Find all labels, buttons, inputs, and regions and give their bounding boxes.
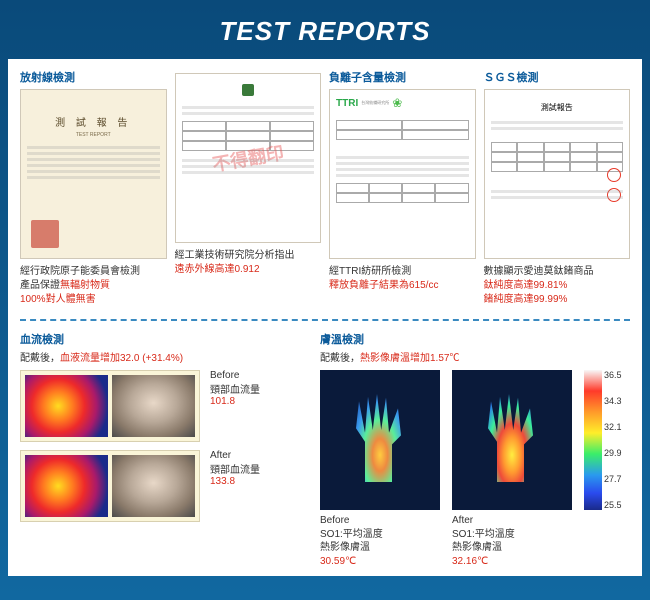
section-title: 膚溫檢測 [320,331,630,347]
card-sgs: ＳＧＳ檢測 測試報告 數據顯示愛迪莫鈦鍺商品 鈦純度高達99.81% 鍺純度高達… [484,69,631,307]
desc-line: 鈦純度高達99.81% [484,279,631,293]
colorbar-gradient [584,370,602,510]
doc-logo [182,84,315,98]
doc-title: 測 試 報 告 [27,114,160,129]
flow-label: After 頸部血流量 133.8 [210,450,260,487]
doc-title: 測試報告 [491,102,624,113]
flow-image [20,450,200,522]
section-divider [20,319,630,321]
gray-cell [112,455,195,517]
thermal-meta: Before SO1:平均溫度 熱影像膚溫 30.59℃ [320,514,440,568]
card-radiation: 放射線檢測 測 試 報 告 TEST REPORT 經行政院原子能委員會檢測 產… [20,69,167,307]
thermal-row: Before SO1:平均溫度 熱影像膚溫 30.59℃ After SO1:平… [320,370,630,568]
desc-line: 釋放負離子結果為615/cc [329,279,476,293]
doc-ttri: TTRI 台灣紡織研究所 ❀ [329,89,476,259]
ttri-sub: 台灣紡織研究所 [361,100,389,106]
desc-line: 經工業技術研究院分析指出 [175,249,322,263]
thermal-before: Before SO1:平均溫度 熱影像膚溫 30.59℃ [320,370,440,568]
gray-cell [112,375,195,437]
desc-line: 100%對人體無害 [20,293,167,307]
section-desc: 配戴後，熱影像膚溫增加1.57℃ [320,349,630,364]
desc-line: 鍺純度高達99.99% [484,293,631,307]
card-infrared: 不得翻印 經工業技術研究院分析指出 遠赤外線高達0.912 [175,69,322,307]
bottom-row: 血流檢測 配戴後，血液流量增加32.0 (+31.4%) Before 頸部血流… [20,331,630,568]
hand-icon [350,392,410,482]
card-title: 放射線檢測 [20,69,167,85]
card-desc: 經TTRI紡研所檢測 釋放負離子結果為615/cc [329,265,476,293]
section-desc: 配戴後，血液流量增加32.0 (+31.4%) [20,349,300,364]
card-negative-ion: 負離子含量檢測 TTRI 台灣紡織研究所 ❀ 經TTRI紡研所檢測 [329,69,476,307]
colorbar-labels: 36.5 34.3 32.1 29.9 27.7 25.5 [604,370,622,510]
card-desc: 經行政院原子能委員會檢測 產品保證無輻射物質 100%對人體無害 [20,265,167,307]
desc-line: 數據顯示愛迪莫鈦鍺商品 [484,265,631,279]
doc-sgs: 測試報告 [484,89,631,259]
flow-label: Before 頸部血流量 101.8 [210,370,260,407]
hand-icon [482,392,542,482]
heatmap-cell [25,375,108,437]
card-title: 負離子含量檢測 [329,69,476,85]
flow-image [20,370,200,442]
thermal-image [320,370,440,510]
bloodflow-after: After 頸部血流量 133.8 [20,450,300,522]
thermal-image [452,370,572,510]
desc-line: 經行政院原子能委員會檢測 [20,265,167,279]
stamp-icon [31,220,59,248]
desc-line: 產品保證無輻射物質 [20,279,167,293]
card-desc: 經工業技術研究院分析指出 遠赤外線高達0.912 [175,249,322,277]
content-panel: 放射線檢測 測 試 報 告 TEST REPORT 經行政院原子能委員會檢測 產… [8,59,642,576]
section-title: 血流檢測 [20,331,300,347]
heatmap-cell [25,455,108,517]
highlight-circle-icon [607,168,621,182]
thermal-meta: After SO1:平均溫度 熱影像膚溫 32.16℃ [452,514,572,568]
leaf-icon: ❀ [392,96,402,110]
bloodflow-section: 血流檢測 配戴後，血液流量增加32.0 (+31.4%) Before 頸部血流… [20,331,300,568]
doc-report: 不得翻印 [175,73,322,243]
ttri-logo: TTRI [336,98,358,109]
card-desc: 數據顯示愛迪莫鈦鍺商品 鈦純度高達99.81% 鍺純度高達99.99% [484,265,631,307]
bloodflow-before: Before 頸部血流量 101.8 [20,370,300,442]
desc-line: 遠赤外線高達0.912 [175,263,322,277]
thermal-after: After SO1:平均溫度 熱影像膚溫 32.16℃ [452,370,572,568]
card-title: ＳＧＳ檢測 [484,69,631,85]
reports-row: 放射線檢測 測 試 報 告 TEST REPORT 經行政院原子能委員會檢測 產… [20,69,630,307]
doc-certificate: 測 試 報 告 TEST REPORT [20,89,167,259]
colorbar: 36.5 34.3 32.1 29.9 27.7 25.5 [584,370,622,510]
page-title: TEST REPORTS [8,8,642,59]
skintemp-section: 膚溫檢測 配戴後，熱影像膚溫增加1.57℃ Before SO1:平均溫度 熱影… [320,331,630,568]
doc-body [27,146,160,179]
desc-line: 經TTRI紡研所檢測 [329,265,476,279]
doc-subtitle: TEST REPORT [27,132,160,138]
